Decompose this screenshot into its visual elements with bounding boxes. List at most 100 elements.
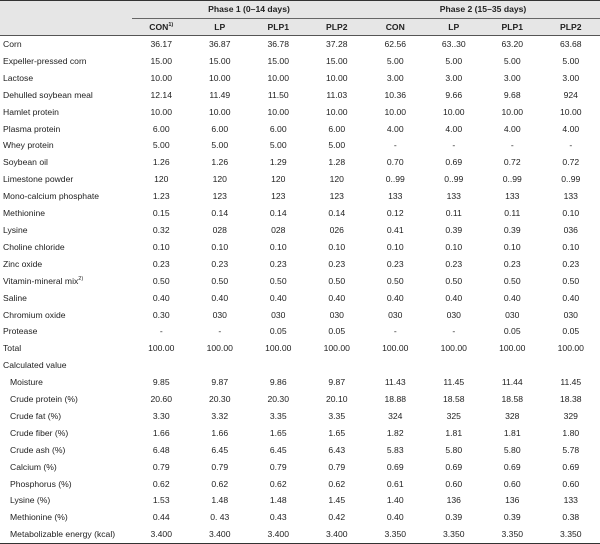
value-cell: 0.50 (503, 275, 521, 286)
row-label-text: Methionine (3, 208, 46, 219)
value-cell: 0.43 (269, 512, 287, 523)
value-cell: 100.00 (265, 343, 292, 354)
value-cell: 133 (446, 191, 461, 202)
table-row: Limestone powder 120 120 120 120 0..99 0..99 0.… (0, 171, 600, 188)
row-label-text: Saline (3, 292, 27, 303)
value-cell: 3.35 (328, 410, 346, 421)
footnote-mark: 2) (78, 275, 84, 282)
row-label-text: Crude ash (%) (10, 444, 66, 455)
value-cell: 11.45 (560, 377, 582, 388)
value-cell: 1.45 (328, 495, 346, 506)
row-label: Chromium oxide (0, 307, 132, 324)
value-cell: 36.78 (267, 39, 289, 49)
value-cell: 3.00 (503, 72, 521, 83)
value-cell: 0.12 (386, 208, 404, 219)
value-cell: 0.11 (445, 208, 462, 219)
value-cell: 030 (329, 309, 344, 320)
value-cell: 0.39 (445, 224, 463, 235)
table-row: Methionine (%) 0.44 0. 43 0.43 0.42 0.40 0.39 0… (0, 509, 600, 526)
value-cell: 100.00 (148, 343, 175, 354)
value-cell: 10.00 (560, 106, 582, 117)
row-label: Methionine (0, 205, 132, 222)
value-cell: 0.39 (503, 512, 521, 523)
value-cell: 5.00 (503, 55, 521, 66)
col-header-lp-p1: LP (190, 18, 249, 36)
table-row: Dehulled soybean meal 12.14 11.49 11.50 11.0… (0, 87, 600, 104)
value-cell: 9.66 (445, 89, 463, 100)
value-cell: 1.82 (386, 427, 404, 438)
value-cell: - (452, 140, 456, 151)
table-row: Whey protein 5.00 5.00 5.00 5.00 - - - - (0, 137, 600, 154)
value-cell: 5.78 (562, 444, 580, 455)
value-cell: 1.53 (152, 495, 170, 506)
value-cell: 0.40 (386, 292, 404, 303)
value-cell: 63.20 (501, 39, 524, 49)
value-cell: - (569, 140, 573, 151)
value-cell (249, 357, 308, 374)
value-cell: 63..30 (441, 39, 466, 49)
table-row: Mono-calcium phosphate 1.23 123 123 123 133 13… (0, 188, 600, 205)
value-cell (366, 357, 425, 374)
value-cell: 0.72 (503, 157, 521, 168)
row-label: Saline (0, 290, 132, 307)
value-cell: 0..99 (444, 174, 464, 185)
table-row: Calcium (%) 0.79 0.79 0.79 0.79 0.69 0.69 0.69 0… (0, 459, 600, 476)
table-row: Methionine 0.15 0.14 0.14 0.14 0.12 0.11 0.11 0.… (0, 205, 600, 222)
value-cell: 0.05 (328, 326, 346, 337)
value-cell: - (393, 140, 397, 151)
value-cell: 0.39 (445, 512, 463, 523)
value-cell: 3.350 (424, 526, 484, 544)
table-row: Crude fiber (%) 1.66 1.66 1.65 1.65 1.82 1.81 1… (0, 425, 600, 442)
value-cell: 0.50 (445, 275, 463, 286)
table-row: Metabolizable energy (kcal) 3.400 3.400 3.4… (0, 526, 600, 544)
value-cell: 0..99 (561, 174, 581, 185)
value-cell: 6.45 (269, 444, 287, 455)
value-cell: 3.350 (483, 526, 542, 544)
value-cell: 4.00 (445, 123, 463, 134)
value-cell: 18.88 (384, 394, 407, 405)
value-cell: 0.14 (328, 208, 346, 219)
value-cell: 123 (271, 191, 286, 202)
row-label-text: Vitamin-mineral mix (3, 275, 79, 286)
value-cell: 0.23 (386, 258, 404, 269)
value-cell: 9.86 (269, 377, 287, 388)
value-cell: 0.39 (503, 224, 521, 235)
value-cell: 0.50 (211, 275, 229, 286)
value-cell: 0.30 (152, 309, 170, 320)
value-cell: 1.48 (269, 495, 287, 506)
value-cell: - (218, 326, 222, 337)
col-header-plp1-p2: PLP1 (483, 18, 542, 36)
value-cell: 0.40 (152, 292, 170, 303)
value-cell: 12.14 (150, 89, 172, 100)
value-cell: 0.62 (269, 478, 287, 489)
value-cell: 9.87 (211, 377, 229, 388)
row-label: Plasma protein (0, 121, 132, 138)
value-cell: 028 (271, 224, 286, 235)
value-cell: 6.00 (152, 123, 170, 134)
value-cell: 325 (446, 410, 461, 421)
value-cell: 6.00 (269, 123, 287, 134)
value-cell: 0.40 (562, 292, 580, 303)
value-cell: 18.58 (501, 394, 524, 405)
value-cell: 20.30 (208, 394, 231, 405)
row-label: Limestone powder (0, 171, 132, 188)
value-cell: 11.43 (384, 377, 406, 388)
value-cell: 120 (329, 174, 344, 185)
value-cell: 030 (446, 309, 461, 320)
table-row: Calculated value (0, 357, 600, 374)
value-cell: 4.00 (503, 123, 521, 134)
value-cell: 6.45 (211, 444, 229, 455)
row-label-text: Crude protein (%) (10, 394, 78, 405)
value-cell: 030 (388, 309, 403, 320)
value-cell: 0.23 (503, 258, 521, 269)
row-label: Methionine (%) (0, 509, 132, 526)
value-cell: 10.00 (384, 106, 407, 117)
value-cell: 11.44 (501, 377, 523, 388)
value-cell: 1.23 (152, 191, 170, 202)
value-cell: 0.40 (386, 512, 404, 523)
value-cell: 100.00 (323, 343, 350, 354)
row-label: Lactose (0, 70, 132, 87)
row-label: Hamlet protein (0, 104, 132, 121)
value-cell: 5.00 (211, 140, 229, 151)
value-cell: 0.40 (503, 292, 521, 303)
